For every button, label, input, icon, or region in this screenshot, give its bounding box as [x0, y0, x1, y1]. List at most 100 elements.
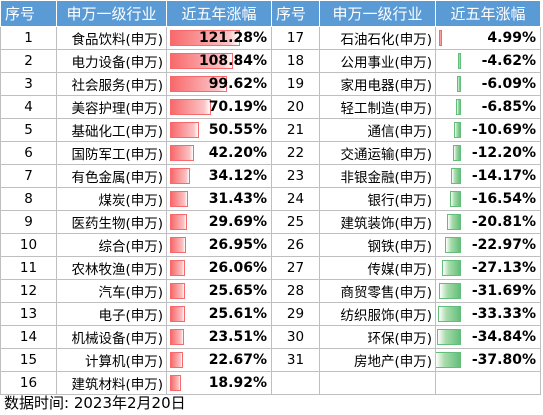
five-year-change-cell[interactable]: 108.84% [166, 49, 272, 73]
five-year-change-cell[interactable]: -4.62% [435, 49, 541, 73]
industry-name[interactable]: 家用电器(申万) [319, 72, 436, 96]
five-year-change-cell[interactable]: 50.55% [166, 118, 272, 142]
row-index[interactable]: 20 [271, 95, 320, 119]
row-index[interactable]: 3 [0, 72, 57, 96]
five-year-change-cell[interactable]: 29.69% [166, 210, 272, 234]
row-index[interactable]: 18 [271, 49, 320, 73]
industry-name[interactable]: 轻工制造(申万) [319, 95, 436, 119]
five-year-change-cell[interactable]: 23.51% [166, 325, 272, 349]
industry-name[interactable]: 有色金属(申万) [56, 164, 167, 188]
row-index[interactable]: 17 [271, 26, 320, 50]
row-index[interactable]: 16 [0, 371, 57, 395]
industry-name[interactable]: 建筑材料(申万) [56, 371, 167, 395]
header-index[interactable]: 序号 [0, 0, 57, 27]
five-year-change-cell[interactable]: 25.65% [166, 279, 272, 303]
industry-name[interactable]: 农林牧渔(申万) [56, 256, 167, 280]
five-year-change-cell[interactable]: 42.20% [166, 141, 272, 165]
industry-name[interactable]: 机械设备(申万) [56, 325, 167, 349]
row-index[interactable]: 11 [0, 256, 57, 280]
row-index[interactable]: 12 [0, 279, 57, 303]
row-index[interactable]: 27 [271, 256, 320, 280]
industry-name[interactable]: 商贸零售(申万) [319, 279, 436, 303]
header-industry-2[interactable]: 申万一级行业 [319, 0, 436, 27]
row-index[interactable]: 8 [0, 187, 57, 211]
row-index[interactable]: 29 [271, 302, 320, 326]
row-index[interactable]: 7 [0, 164, 57, 188]
industry-name[interactable]: 交通运输(申万) [319, 141, 436, 165]
five-year-change-cell[interactable]: 22.67% [166, 348, 272, 372]
row-index[interactable]: 10 [0, 233, 57, 257]
industry-name[interactable]: 房地产(申万) [319, 348, 436, 372]
five-year-change-cell[interactable]: -12.20% [435, 141, 541, 165]
five-year-change-cell[interactable]: -37.80% [435, 348, 541, 372]
five-year-change-cell[interactable]: 31.43% [166, 187, 272, 211]
industry-name[interactable]: 汽车(申万) [56, 279, 167, 303]
row-index[interactable]: 1 [0, 26, 57, 50]
industry-name[interactable]: 建筑装饰(申万) [319, 210, 436, 234]
industry-name[interactable]: 煤炭(申万) [56, 187, 167, 211]
row-index[interactable]: 25 [271, 210, 320, 234]
industry-name[interactable]: 国防军工(申万) [56, 141, 167, 165]
row-index[interactable]: 24 [271, 187, 320, 211]
five-year-change-cell[interactable]: 34.12% [166, 164, 272, 188]
industry-name[interactable]: 基础化工(申万) [56, 118, 167, 142]
industry-name[interactable]: 非银金融(申万) [319, 164, 436, 188]
five-year-change-cell[interactable]: -14.17% [435, 164, 541, 188]
row-index[interactable]: 23 [271, 164, 320, 188]
industry-name[interactable]: 社会服务(申万) [56, 72, 167, 96]
row-index[interactable]: 21 [271, 118, 320, 142]
row-index[interactable]: 14 [0, 325, 57, 349]
industry-name[interactable]: 通信(申万) [319, 118, 436, 142]
industry-name[interactable]: 银行(申万) [319, 187, 436, 211]
five-year-change-cell[interactable]: -20.81% [435, 210, 541, 234]
header-five-year-change[interactable]: 近五年涨幅 [166, 0, 272, 27]
five-year-change-cell[interactable]: -22.97% [435, 233, 541, 257]
industry-name[interactable]: 美容护理(申万) [56, 95, 167, 119]
row-index[interactable]: 9 [0, 210, 57, 234]
header-five-year-change-2[interactable]: 近五年涨幅 [435, 0, 541, 27]
header-index-2[interactable]: 序号 [271, 0, 320, 27]
industry-name[interactable]: 电子(申万) [56, 302, 167, 326]
industry-name[interactable]: 电力设备(申万) [56, 49, 167, 73]
industry-name[interactable]: 公用事业(申万) [319, 49, 436, 73]
row-index[interactable]: 6 [0, 141, 57, 165]
five-year-change-cell[interactable]: -6.09% [435, 72, 541, 96]
five-year-change-cell[interactable]: 99.62% [166, 72, 272, 96]
row-index[interactable]: 4 [0, 95, 57, 119]
empty-cell[interactable] [319, 371, 436, 395]
five-year-change-cell[interactable]: 26.95% [166, 233, 272, 257]
row-index[interactable]: 5 [0, 118, 57, 142]
five-year-change-cell[interactable]: 121.28% [166, 26, 272, 50]
empty-cell[interactable] [435, 371, 541, 395]
row-index[interactable]: 22 [271, 141, 320, 165]
industry-name[interactable]: 医药生物(申万) [56, 210, 167, 234]
row-index[interactable]: 15 [0, 348, 57, 372]
row-index[interactable]: 26 [271, 233, 320, 257]
header-industry[interactable]: 申万一级行业 [56, 0, 167, 27]
industry-name[interactable]: 石油石化(申万) [319, 26, 436, 50]
row-index[interactable]: 28 [271, 279, 320, 303]
five-year-change-cell[interactable]: -6.85% [435, 95, 541, 119]
five-year-change-cell[interactable]: -27.13% [435, 256, 541, 280]
industry-name[interactable]: 纺织服饰(申万) [319, 302, 436, 326]
row-index[interactable]: 30 [271, 325, 320, 349]
empty-cell[interactable] [271, 371, 320, 395]
five-year-change-cell[interactable]: 18.92% [166, 371, 272, 395]
five-year-change-cell[interactable]: -34.84% [435, 325, 541, 349]
five-year-change-cell[interactable]: 70.19% [166, 95, 272, 119]
industry-name[interactable]: 环保(申万) [319, 325, 436, 349]
five-year-change-cell[interactable]: 4.99% [435, 26, 541, 50]
five-year-change-cell[interactable]: -33.33% [435, 302, 541, 326]
five-year-change-cell[interactable]: -16.54% [435, 187, 541, 211]
industry-name[interactable]: 综合(申万) [56, 233, 167, 257]
five-year-change-cell[interactable]: 25.61% [166, 302, 272, 326]
five-year-change-cell[interactable]: -31.69% [435, 279, 541, 303]
industry-name[interactable]: 食品饮料(申万) [56, 26, 167, 50]
row-index[interactable]: 2 [0, 49, 57, 73]
industry-name[interactable]: 钢铁(申万) [319, 233, 436, 257]
row-index[interactable]: 31 [271, 348, 320, 372]
row-index[interactable]: 13 [0, 302, 57, 326]
row-index[interactable]: 19 [271, 72, 320, 96]
industry-name[interactable]: 计算机(申万) [56, 348, 167, 372]
five-year-change-cell[interactable]: 26.06% [166, 256, 272, 280]
